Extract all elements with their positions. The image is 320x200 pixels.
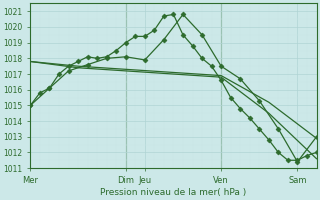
X-axis label: Pression niveau de la mer( hPa ): Pression niveau de la mer( hPa ) <box>100 188 247 197</box>
